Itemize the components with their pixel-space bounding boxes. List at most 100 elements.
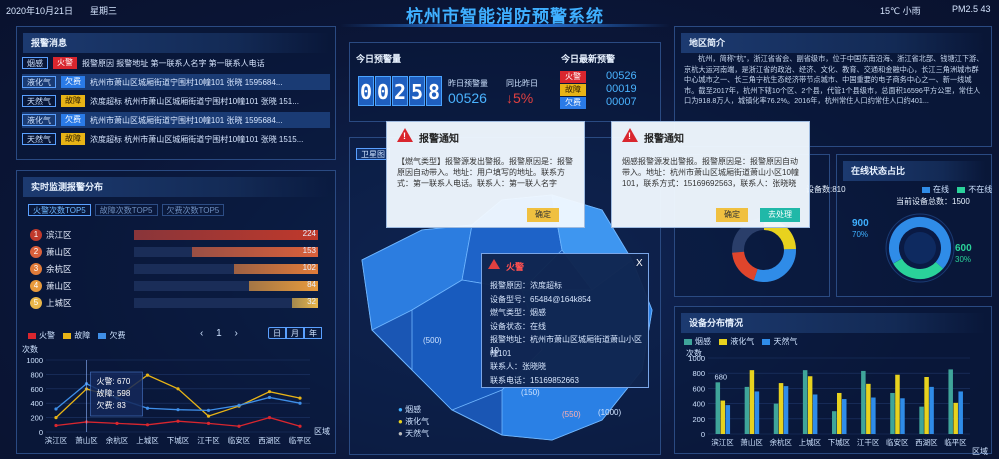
- bar[interactable]: [832, 411, 837, 434]
- region-text: 杭州，简称"杭"，浙江省省会、副省级市，位于中国东南沿海、浙江省北部、钱塘江下游…: [684, 54, 984, 105]
- bar[interactable]: [837, 392, 842, 434]
- bar[interactable]: [783, 386, 789, 434]
- map-bubble-1[interactable]: (500): [423, 336, 442, 345]
- data-point[interactable]: [267, 390, 272, 394]
- alarm-row[interactable]: 液化气 欠费 杭州市萧山区城厢街道宁围村10幢101 张晓 1595684...: [22, 74, 330, 90]
- bar[interactable]: [929, 386, 934, 434]
- pager-next-icon[interactable]: ›: [234, 328, 238, 339]
- bar[interactable]: [725, 405, 731, 434]
- bar[interactable]: [895, 374, 900, 434]
- bar[interactable]: [715, 382, 721, 434]
- counter-digit: 8: [426, 76, 442, 106]
- x-tick-label: 临安区: [228, 435, 251, 445]
- data-point[interactable]: [206, 414, 211, 418]
- alarm-text: 浓度超标 杭州市萧山区城厢街道宁围村10幢101 张晓 1515...: [90, 134, 304, 144]
- tab-fault-top5[interactable]: 故障次数TOP5: [94, 204, 158, 216]
- handle-button[interactable]: 去处理: [760, 208, 800, 222]
- alarm-text: 浓度超标 杭州市萧山区城厢街道宁围村10幢101 张晓 151...: [90, 96, 299, 106]
- bar[interactable]: [802, 370, 808, 434]
- tab-fire-top5[interactable]: 火警次数TOP5: [28, 204, 91, 216]
- data-point[interactable]: [206, 408, 211, 412]
- data-point[interactable]: [54, 407, 58, 411]
- rank-number: 1: [30, 229, 42, 241]
- rank-name: 萧山区: [46, 281, 72, 291]
- data-point[interactable]: [54, 423, 58, 428]
- tab-arrears-top5[interactable]: 欠费次数TOP5: [161, 204, 225, 216]
- bar[interactable]: [778, 383, 784, 434]
- ok-button[interactable]: 确定: [716, 208, 748, 222]
- bar[interactable]: [744, 386, 750, 434]
- bar[interactable]: [749, 370, 755, 434]
- data-point[interactable]: [176, 408, 180, 412]
- bar[interactable]: [953, 402, 958, 434]
- y-tick-label: 400: [692, 400, 705, 409]
- tab-month[interactable]: 月: [286, 327, 304, 339]
- online-count: 900: [852, 218, 869, 229]
- bar[interactable]: [812, 394, 818, 434]
- data-point[interactable]: [115, 421, 119, 425]
- close-icon[interactable]: X: [636, 258, 643, 269]
- y-tick-label: 400: [30, 399, 43, 408]
- map-legend-smoke: ● 烟感: [398, 405, 422, 414]
- map-bubble-4[interactable]: (1000): [598, 408, 622, 417]
- latest-value: 00019: [606, 83, 637, 95]
- bar[interactable]: [773, 403, 779, 434]
- bar[interactable]: [720, 400, 726, 434]
- data-point[interactable]: [54, 416, 58, 420]
- alarm-row[interactable]: 烟感 火警 报警原因 报警地址 第一联系人名字 第一联系人电话: [22, 55, 330, 71]
- data-point[interactable]: [267, 416, 272, 420]
- data-point[interactable]: [176, 387, 180, 391]
- data-point[interactable]: [298, 401, 302, 405]
- bar[interactable]: [807, 376, 813, 434]
- alarm-row[interactable]: 天然气 故障 浓度超标 杭州市萧山区城厢街道宁围村10幢101 张晓 151...: [22, 93, 330, 109]
- popup-line: 燃气类型：烟感: [490, 308, 546, 317]
- alarm-row[interactable]: 液化气 欠费 杭州市萧山区城厢街道宁围村10幢101 张晓 1595684...: [22, 112, 330, 128]
- counter-digit: 0: [358, 76, 374, 106]
- bar[interactable]: [861, 370, 866, 434]
- counter-digit: 0: [375, 76, 391, 106]
- bar[interactable]: [919, 406, 924, 434]
- tab-day[interactable]: 日: [268, 327, 286, 339]
- ok-button[interactable]: 确定: [527, 208, 559, 222]
- rank-name: 滨江区: [46, 230, 72, 240]
- data-point[interactable]: [145, 423, 150, 427]
- bar[interactable]: [754, 391, 760, 434]
- y-tick-label: 1000: [688, 354, 705, 363]
- data-point[interactable]: [298, 424, 302, 428]
- data-point[interactable]: [237, 403, 241, 407]
- x-tick-label: 西湖区: [258, 436, 281, 445]
- data-point[interactable]: [237, 424, 241, 428]
- data-point[interactable]: [145, 406, 150, 410]
- bar[interactable]: [948, 369, 953, 434]
- map-bubble-3[interactable]: (550): [562, 410, 581, 419]
- data-point[interactable]: [267, 395, 272, 400]
- map-bubble-2[interactable]: (150): [521, 388, 540, 397]
- data-point[interactable]: [206, 421, 211, 425]
- popup-line: 设备型号：65484@164k854: [490, 294, 592, 304]
- pager-page: 1: [216, 328, 222, 339]
- y-tick-label: 200: [692, 415, 705, 424]
- bar[interactable]: [958, 391, 963, 434]
- alarm-row[interactable]: 天然气 故障 浓度超标 杭州市萧山区城厢街道宁围村10幢101 张晓 1515...: [22, 131, 330, 147]
- data-point[interactable]: [145, 373, 150, 377]
- rank-value: 153: [302, 246, 316, 255]
- devices-count: 设备数:810: [806, 185, 846, 194]
- data-point[interactable]: [298, 396, 302, 400]
- data-point[interactable]: [176, 419, 180, 423]
- popup-line: 报警地址：杭州市萧山区城厢街道萧山小区10: [490, 335, 642, 355]
- bar[interactable]: [890, 392, 895, 434]
- bar[interactable]: [866, 383, 871, 434]
- tab-year[interactable]: 年: [304, 327, 322, 339]
- header-date: 2020年10月21日: [6, 6, 74, 16]
- alarm-level-badge: 欠费: [61, 114, 85, 126]
- bar[interactable]: [900, 398, 905, 434]
- pager-prev-icon[interactable]: ‹: [200, 328, 204, 339]
- rank-name: 余杭区: [46, 264, 72, 274]
- rank-number: 3: [30, 263, 42, 275]
- bar[interactable]: [871, 397, 876, 434]
- pager: ‹ 1 ›: [200, 328, 238, 339]
- bar[interactable]: [842, 399, 847, 434]
- x-tick-label: 滨江区: [711, 437, 734, 447]
- compare-value: ↓5%: [506, 90, 534, 106]
- bar[interactable]: [924, 377, 929, 434]
